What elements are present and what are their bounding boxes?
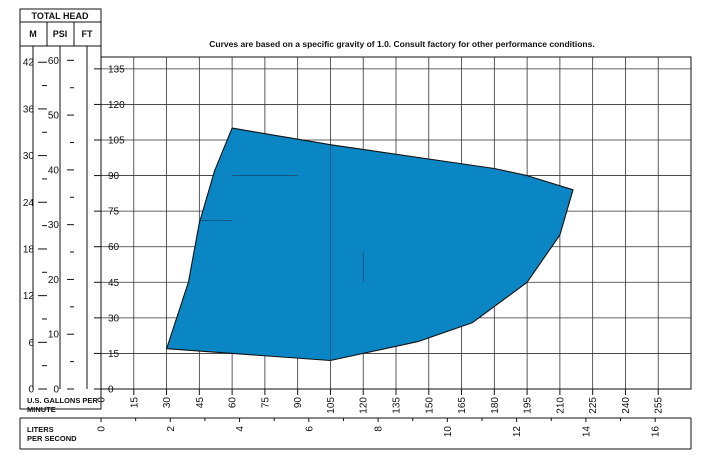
x-gpm-tick-label: 60 bbox=[228, 397, 239, 409]
x-gpm-tick-label: 0 bbox=[97, 397, 108, 403]
plot-area: 0 15 30 45 60 75 90 105 120 135 150 165 180 195 210 225… bbox=[97, 56, 692, 414]
y-axes: 0 15 30 45 60 75 90 105 120 135 0 10 20 30 40 50 60 0 6 12 1… bbox=[23, 46, 125, 396]
unit-psi-label: PSI bbox=[53, 29, 68, 39]
y-psi-tick-label: 0 bbox=[53, 385, 59, 396]
x-axis-gpm: 0 15 30 45 60 75 90 105 120 135 150 165 180 195 210 225… bbox=[97, 389, 665, 414]
x-lps-tick-label: 14 bbox=[581, 426, 592, 438]
y-ft-tick-label: 75 bbox=[108, 207, 120, 218]
x-gpm-tick-label: 165 bbox=[457, 397, 468, 414]
y-psi-tick-label: 60 bbox=[48, 56, 60, 67]
y-psi-tick-label: 10 bbox=[48, 330, 60, 341]
y-psi-tick-label: 50 bbox=[48, 111, 60, 122]
y-ft-tick-label: 90 bbox=[108, 171, 120, 182]
x-gpm-tick-label: 255 bbox=[654, 397, 665, 414]
x-gpm-tick-label: 225 bbox=[588, 397, 599, 414]
x-lps-tick-label: 4 bbox=[235, 426, 246, 432]
operating-region bbox=[166, 127, 574, 362]
y-ft-tick-label: 105 bbox=[108, 136, 125, 147]
y-m-tick-label: 24 bbox=[23, 198, 35, 209]
x-gpm-tick-label: 15 bbox=[129, 397, 140, 409]
y-ft-tick-label: 30 bbox=[108, 313, 120, 324]
x-lps-tick-label: 0 bbox=[97, 426, 108, 432]
y-psi-tick-label: 20 bbox=[48, 275, 60, 286]
y-ft-tick-label: 60 bbox=[108, 242, 120, 253]
x-gpm-tick-label: 90 bbox=[293, 397, 304, 409]
x-lps-tick-label: 16 bbox=[651, 426, 662, 438]
y-m-tick-label: 42 bbox=[23, 58, 35, 69]
x-lps-tick-label: 8 bbox=[374, 426, 385, 432]
x-gpm-tick-label: 45 bbox=[195, 397, 206, 409]
y-psi-tick-label: 40 bbox=[48, 165, 60, 176]
x-gpm-tick-label: 135 bbox=[392, 397, 403, 414]
x-lps-tick-label: 12 bbox=[512, 426, 523, 438]
y-m-tick-label: 6 bbox=[28, 338, 34, 349]
y-ft-tick-label: 15 bbox=[108, 349, 120, 360]
y-ft-tick-label: 120 bbox=[108, 100, 125, 111]
y-ft-tick-label: 135 bbox=[108, 64, 125, 75]
x-gpm-tick-label: 105 bbox=[326, 397, 337, 414]
x-gpm-tick-label: 75 bbox=[260, 397, 271, 409]
x-lps-tick-label: 6 bbox=[304, 426, 315, 432]
y-m-tick-label: 36 bbox=[23, 104, 35, 115]
y-psi-tick-label: 30 bbox=[48, 220, 60, 231]
operating-region-fill bbox=[166, 127, 574, 362]
y-m-tick-label: 0 bbox=[28, 385, 34, 396]
lps-axis: LITERS PER SECOND 0 2 4 6 8 10 12 14 16 bbox=[19, 417, 692, 450]
x-gpm-tick-label: 150 bbox=[424, 397, 435, 414]
x-axis-lps-label: LITERS PER SECOND bbox=[27, 425, 77, 443]
y-m-tick-label: 12 bbox=[23, 291, 35, 302]
y-ft-tick-label: 45 bbox=[108, 278, 120, 289]
x-gpm-tick-label: 30 bbox=[162, 397, 173, 409]
x-gpm-tick-label: 195 bbox=[523, 397, 534, 414]
x-gpm-tick-label: 180 bbox=[490, 397, 501, 414]
unit-ft-label: FT bbox=[82, 29, 93, 39]
chart-title: Curves are based on a specific gravity o… bbox=[209, 39, 594, 49]
x-lps-tick-label: 2 bbox=[166, 426, 177, 432]
unit-m-label: M bbox=[29, 29, 37, 39]
x-gpm-tick-label: 240 bbox=[621, 397, 632, 414]
y-m-tick-label: 18 bbox=[23, 244, 35, 255]
x-lps-tick-label: 10 bbox=[443, 426, 454, 438]
y-ft-tick-label: 0 bbox=[108, 385, 114, 396]
x-axis-lps: 0 2 4 6 8 10 12 14 16 bbox=[97, 418, 662, 437]
y-m-tick-label: 30 bbox=[23, 151, 35, 162]
x-gpm-tick-label: 120 bbox=[359, 397, 370, 414]
total-head-label: TOTAL HEAD bbox=[31, 11, 89, 21]
x-gpm-tick-label: 210 bbox=[555, 397, 566, 414]
x-axis-gpm-label: U.S. GALLONS PER MINUTE bbox=[27, 396, 100, 414]
